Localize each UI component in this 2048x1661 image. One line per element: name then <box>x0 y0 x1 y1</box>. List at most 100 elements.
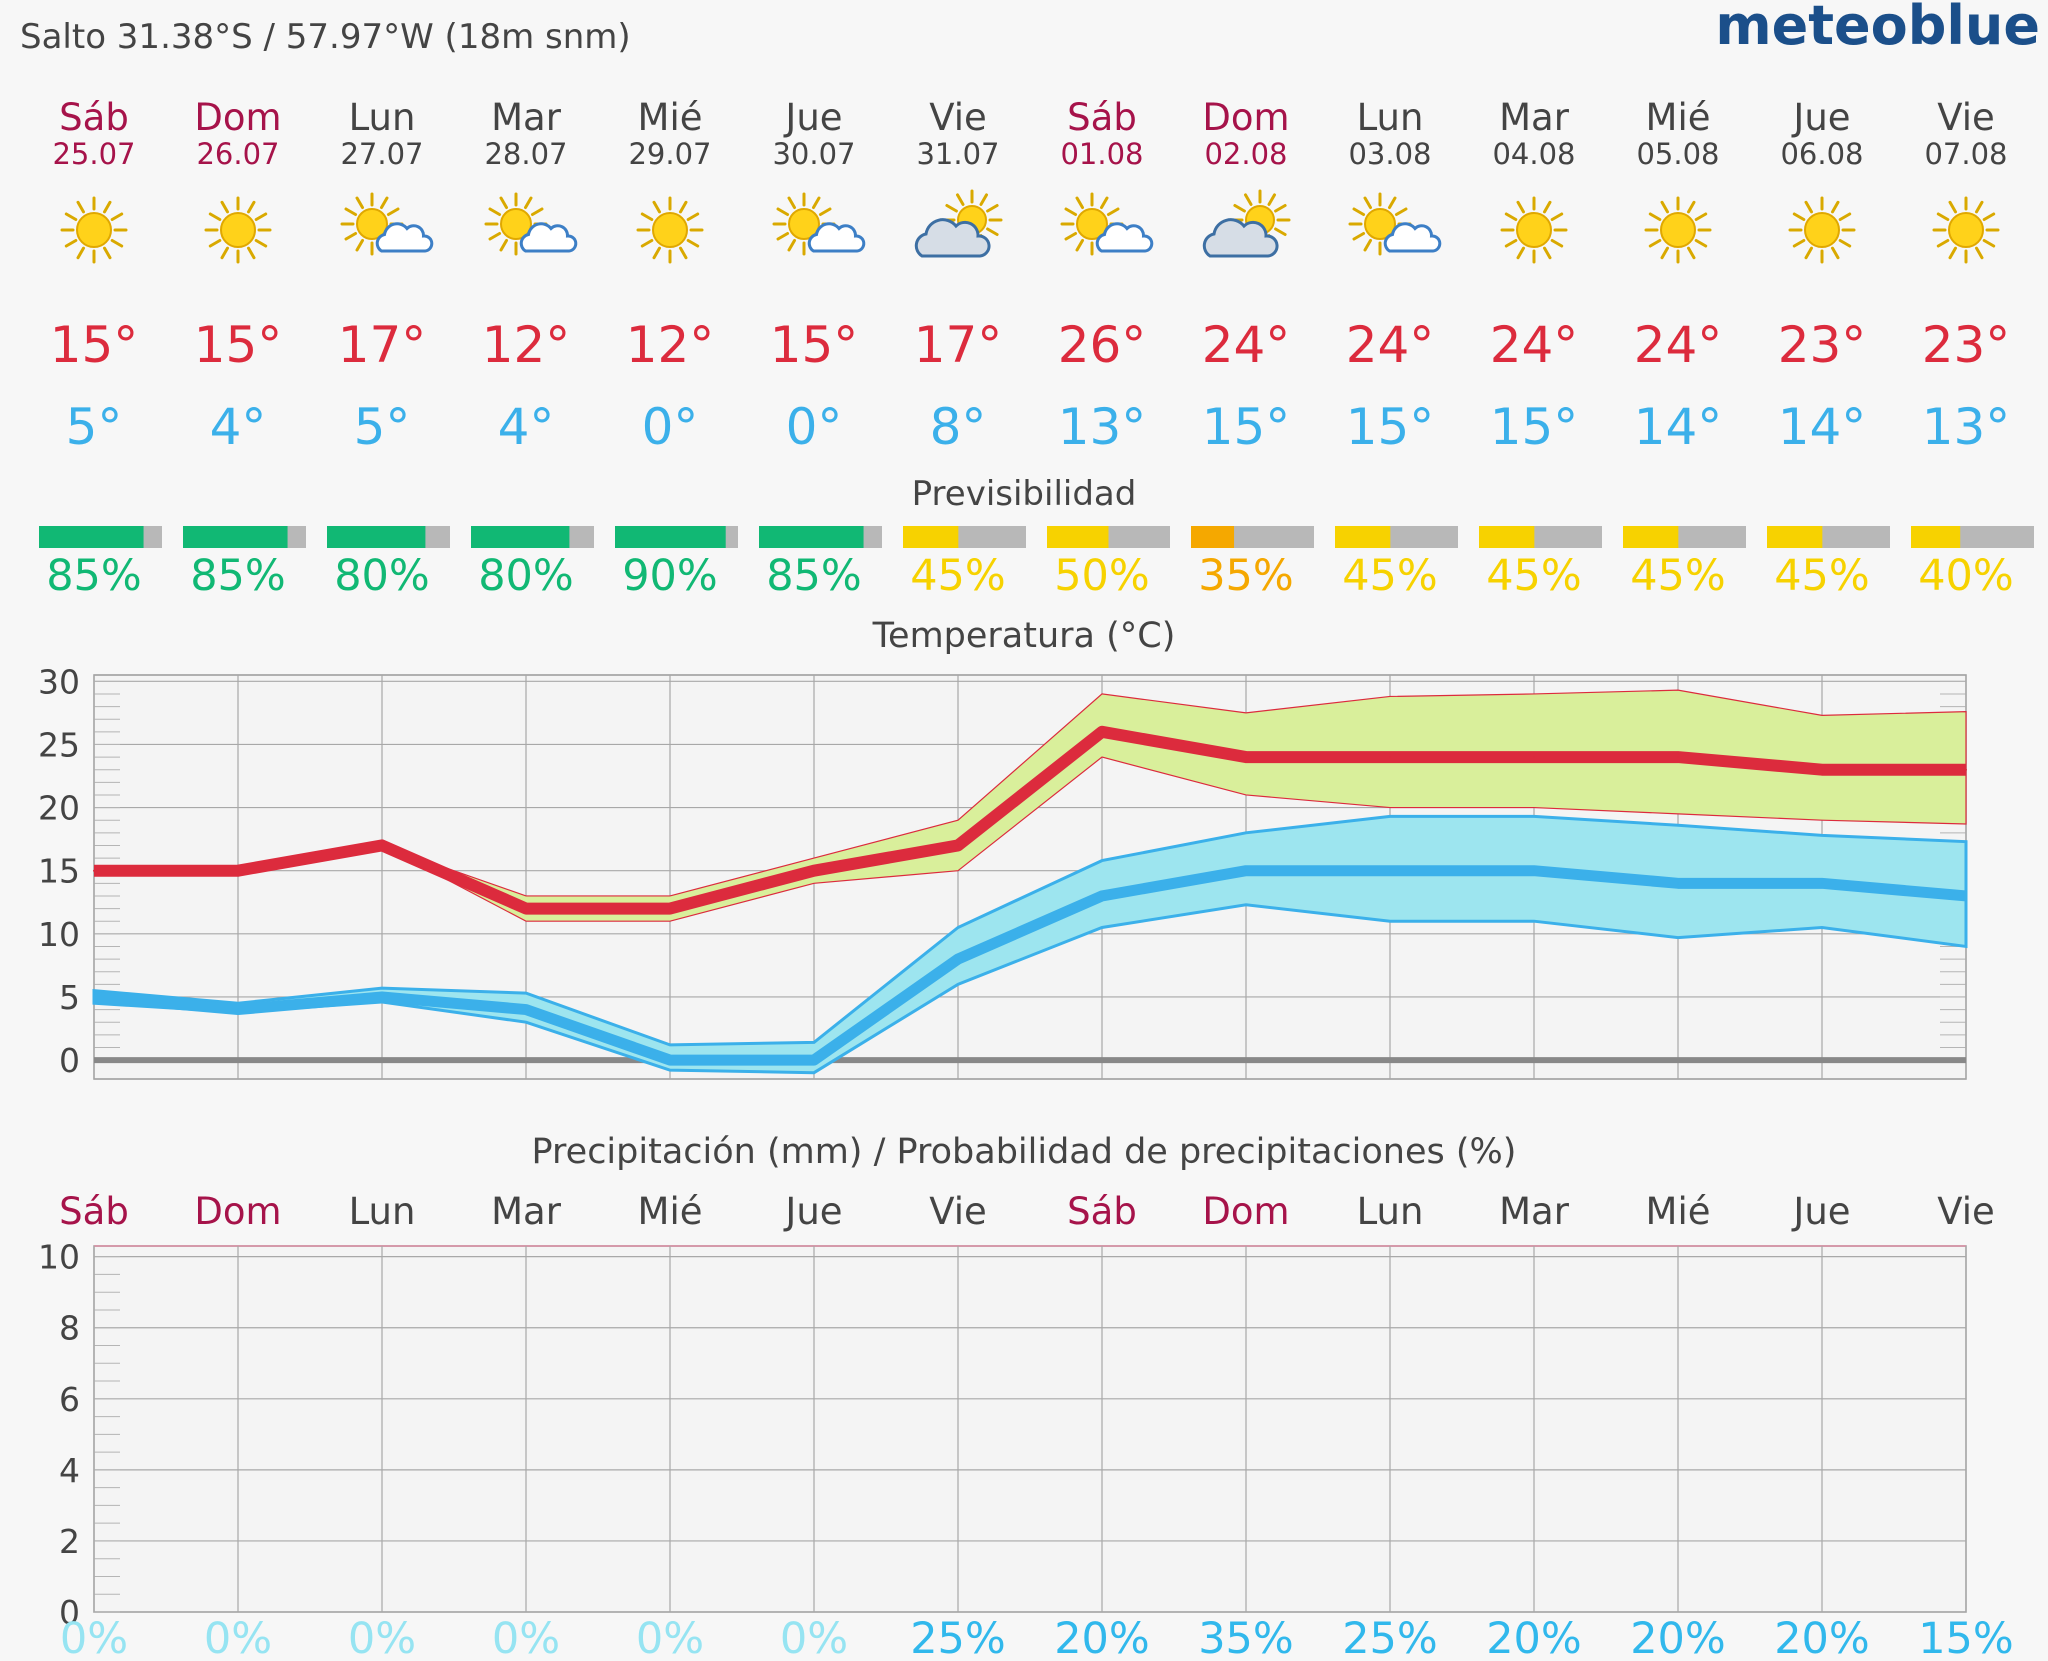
predictability-value: 45% <box>1774 551 1870 601</box>
sun-ray <box>1936 239 1950 248</box>
sun-ray <box>1648 239 1662 248</box>
min-temp-point <box>1389 869 1391 872</box>
sun-ray <box>787 238 796 252</box>
sun-disc <box>500 208 532 240</box>
min-temp-point <box>237 1008 239 1011</box>
meteoblue-logo[interactable]: meteoblue <box>1715 0 2040 57</box>
sun-icon <box>60 196 128 264</box>
predictability-value: 80% <box>478 551 574 601</box>
day-name: Dom <box>1202 96 1289 139</box>
predictability-value: 45% <box>1486 551 1582 601</box>
weather-icon-row <box>60 189 2000 264</box>
day-date: 07.08 <box>1924 137 2007 171</box>
sun-ray <box>1648 212 1662 221</box>
sun-ray <box>110 212 124 221</box>
predictability-value: 85% <box>766 551 862 601</box>
sun-ray <box>1948 246 1957 260</box>
y-tick-label: 15 <box>38 852 80 891</box>
day-name-precip: Mar <box>491 1190 562 1233</box>
predictability-bar-fill <box>1911 526 1961 548</box>
sun-disc <box>1660 212 1696 248</box>
predictability-bar-fill <box>1479 526 1535 548</box>
cloud-shape <box>375 222 434 253</box>
predictability-bar-fill <box>1191 526 1235 548</box>
predictability-bar-fill <box>615 526 726 548</box>
sun-ray <box>1982 239 1996 248</box>
sun-cloud-icon <box>340 192 434 256</box>
sun-disc <box>1516 212 1552 248</box>
max-temp-point <box>1101 730 1103 733</box>
day-name-precip: Mar <box>1499 1190 1570 1233</box>
sun-cloud-icon <box>1348 192 1442 256</box>
sun-ray <box>1792 212 1806 221</box>
day-date: 01.08 <box>1060 137 1143 171</box>
predictability-bar-fill <box>1623 526 1679 548</box>
sun-disc <box>788 208 820 240</box>
sun-ray <box>986 227 999 236</box>
location-header: Salto 31.38°S / 57.97°W (18m snm) <box>20 17 631 57</box>
sun-ray <box>64 212 78 221</box>
max-temp-point <box>1677 756 1679 759</box>
max-temp: 12° <box>626 316 715 374</box>
sun-ray <box>1792 239 1806 248</box>
sun-icon <box>1788 196 1856 264</box>
precipitation-chart-title: Precipitación (mm) / Probabilidad de pre… <box>532 1132 1517 1172</box>
cloud-shape <box>1383 222 1442 253</box>
precipitation-probability: 0% <box>780 1614 848 1661</box>
day-name: Vie <box>1937 96 1995 139</box>
sun-ray <box>1838 239 1852 248</box>
sun-ray <box>1267 193 1276 206</box>
y-tick-label: 0 <box>59 1041 80 1080</box>
y-tick-label: 25 <box>38 725 80 764</box>
temperature-summary-row: 15° 5° 15° 4° 17° 5° 12° 4° 12° 0° 15° 0° 17° 8° 26° 13… <box>50 316 2011 456</box>
sun-ray <box>640 239 654 248</box>
sun-icon <box>1500 196 1568 264</box>
sun-ray <box>986 204 999 213</box>
min-temp-point <box>525 1008 527 1011</box>
sun-ray <box>1831 246 1840 260</box>
day-name-precip: Jue <box>1791 1190 1850 1233</box>
min-temp: 13° <box>1922 398 2011 456</box>
sun-disc <box>1364 208 1396 240</box>
precipitation-probability: 20% <box>1630 1614 1726 1661</box>
sun-ray <box>1516 200 1525 214</box>
max-temp: 15° <box>194 316 283 374</box>
predictability-value: 40% <box>1918 551 2014 601</box>
min-temp-point <box>957 958 959 961</box>
day-date: 31.07 <box>916 137 999 171</box>
min-temp-point <box>1245 869 1247 872</box>
sun-ray <box>787 196 796 210</box>
sun-ray <box>679 200 688 214</box>
predictability-row: 85% 85% 80% 80% 90% 85% 45% 50% 35% 45% 45% 45% 45% 4… <box>39 526 2034 601</box>
precipitation-probability: 25% <box>910 1614 1006 1661</box>
sun-ray <box>380 196 389 210</box>
sun-ray <box>1064 207 1078 216</box>
min-temp: 4° <box>210 398 267 456</box>
min-temp: 13° <box>1058 398 1147 456</box>
sun-ray <box>1352 207 1366 216</box>
y-tick-label: 2 <box>59 1522 80 1561</box>
sun-ray <box>812 196 821 210</box>
predictability-bar-fill <box>903 526 959 548</box>
sun-ray <box>1504 239 1518 248</box>
sun-ray <box>686 239 700 248</box>
sun-ray <box>1233 204 1246 213</box>
sun-ray <box>1694 239 1708 248</box>
sun-ray <box>1388 196 1397 210</box>
sun-ray <box>1948 200 1957 214</box>
cloud-shape <box>519 222 578 253</box>
day-name: Sáb <box>59 96 129 139</box>
sun-icon <box>1644 196 1712 264</box>
cloud-shape <box>807 222 866 253</box>
sun-ray <box>1543 246 1552 260</box>
sun-ray <box>344 207 358 216</box>
max-temp-point <box>525 907 527 910</box>
precipitation-probability: 35% <box>1198 1614 1294 1661</box>
min-temp-point <box>1677 882 1679 885</box>
predictability-value: 45% <box>910 551 1006 601</box>
sun-ray <box>1694 212 1708 221</box>
sun-ray <box>640 212 654 221</box>
min-temp: 14° <box>1634 398 1723 456</box>
sun-ray <box>1550 212 1564 221</box>
sun-ray <box>1687 246 1696 260</box>
